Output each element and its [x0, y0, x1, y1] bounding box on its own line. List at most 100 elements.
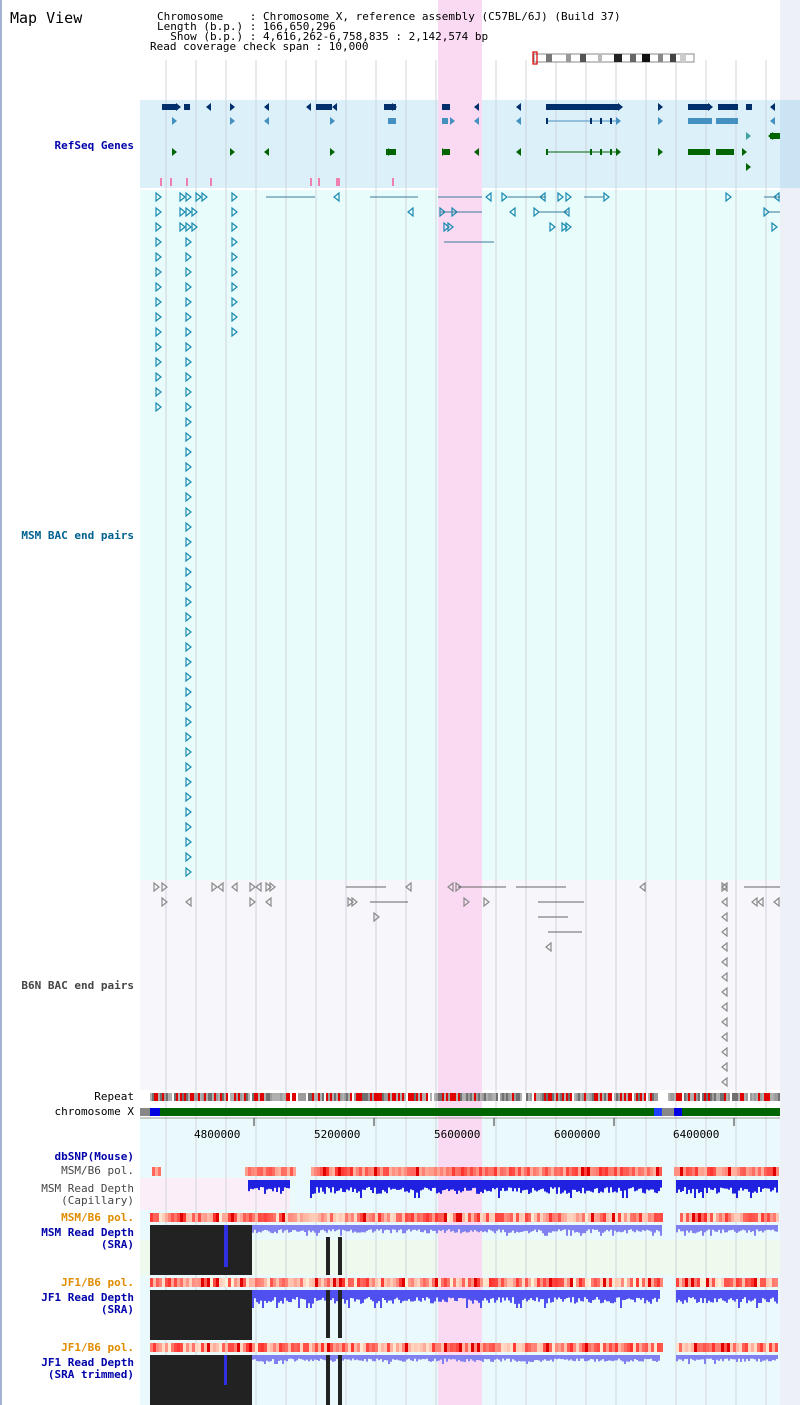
repeat-mark	[228, 1093, 230, 1101]
read-depth-bar	[610, 1180, 612, 1188]
polymorphism-mark	[390, 1343, 393, 1352]
repeat-mark	[736, 1093, 738, 1101]
read-depth-bar	[380, 1355, 382, 1360]
read-depth-bar	[224, 1355, 227, 1385]
polymorphism-mark	[288, 1213, 291, 1222]
polymorphism-mark	[312, 1213, 315, 1222]
msm-bac-end	[185, 311, 192, 323]
polymorphism-mark	[731, 1213, 734, 1222]
read-depth-bar	[338, 1225, 340, 1230]
read-depth-bar	[388, 1180, 390, 1188]
polymorphism-mark	[204, 1343, 207, 1352]
read-depth-bar	[298, 1355, 300, 1359]
polymorphism-mark	[609, 1278, 612, 1287]
polymorphism-mark	[435, 1278, 438, 1287]
read-depth-bar	[266, 1355, 268, 1361]
read-depth-bar	[548, 1290, 550, 1299]
read-depth-bar	[594, 1355, 596, 1362]
b6n-bac-end	[265, 881, 272, 893]
repeat-mark	[482, 1093, 484, 1101]
read-depth-bar	[656, 1290, 658, 1302]
read-depth-bar	[410, 1225, 412, 1232]
read-depth-bar	[540, 1225, 542, 1231]
read-depth-bar	[512, 1290, 514, 1298]
polymorphism-mark	[751, 1278, 754, 1287]
refseq-track-label[interactable]: RefSeq Genes	[54, 139, 134, 152]
read-depth-bar	[548, 1225, 550, 1233]
dbsnp-track-label[interactable]: dbSNP(Mouse)	[54, 1150, 134, 1163]
read-depth-bar	[474, 1290, 476, 1300]
polymorphism-mark	[657, 1213, 660, 1222]
read-depth-bar	[772, 1290, 774, 1298]
msm-bac-end	[155, 311, 162, 323]
msm-bac-end	[185, 431, 192, 443]
read-depth-bar	[374, 1355, 376, 1362]
polymorphism-mark	[685, 1343, 688, 1352]
polymorphism-mark	[309, 1343, 312, 1352]
read-depth-bar	[476, 1225, 478, 1232]
refseq-gene-strand	[658, 148, 663, 156]
msm-bac-end	[563, 206, 570, 218]
polymorphism-mark	[500, 1167, 503, 1176]
msm-bac-end	[561, 221, 568, 233]
read-depth-bar	[336, 1355, 338, 1359]
read-depth-bar	[536, 1355, 538, 1360]
read-depth-bar	[530, 1180, 532, 1193]
polymorphism-mark	[342, 1278, 345, 1287]
polymorphism-mark	[633, 1278, 636, 1287]
read-depth-bar	[414, 1355, 416, 1359]
polymorphism-mark	[464, 1167, 467, 1176]
read-depth-bar	[358, 1180, 360, 1192]
read-depth-bar	[318, 1290, 320, 1301]
polymorphism-mark	[576, 1343, 579, 1352]
polymorphism-mark	[564, 1213, 567, 1222]
read-depth-bar	[424, 1180, 426, 1188]
msm-depth-sra-sublabel: (SRA)	[100, 1238, 134, 1251]
read-depth-bar	[484, 1355, 486, 1359]
polymorphism-mark	[567, 1213, 570, 1222]
read-depth-bar	[448, 1225, 450, 1230]
polymorphism-mark	[264, 1213, 267, 1222]
polymorphism-mark	[716, 1167, 719, 1176]
msm-bac-track-label[interactable]: MSM BAC end pairs	[21, 529, 134, 542]
polymorphism-mark	[772, 1343, 775, 1352]
msm-bac-end	[185, 251, 192, 263]
read-depth-bar	[736, 1290, 738, 1299]
polymorphism-mark	[351, 1343, 354, 1352]
read-depth-bar	[712, 1355, 714, 1360]
repeat-mark	[490, 1093, 492, 1101]
read-depth-bar	[434, 1180, 436, 1188]
b6n-bac-track-label[interactable]: B6N BAC end pairs	[21, 979, 134, 992]
repeat-mark	[518, 1093, 520, 1101]
polymorphism-mark	[216, 1213, 219, 1222]
read-depth-bar	[512, 1225, 514, 1231]
polymorphism-mark	[210, 1278, 213, 1287]
read-depth-bar	[686, 1290, 688, 1303]
polymorphism-mark	[612, 1343, 615, 1352]
read-depth-bar	[498, 1180, 500, 1198]
polymorphism-mark	[727, 1278, 730, 1287]
read-depth-bar	[528, 1180, 530, 1194]
polymorphism-mark	[498, 1343, 501, 1352]
repeat-mark	[442, 1093, 444, 1101]
refseq-gene-strand	[330, 117, 335, 125]
read-depth-bar	[550, 1290, 552, 1303]
read-depth-bar	[314, 1355, 316, 1360]
polymorphism-mark	[366, 1213, 369, 1222]
read-depth-bar	[390, 1355, 392, 1362]
msm-bac-end	[185, 266, 192, 278]
polymorphism-mark	[399, 1343, 402, 1352]
read-depth-bar	[694, 1355, 696, 1361]
read-depth-bar	[558, 1180, 560, 1188]
read-depth-bar	[502, 1355, 504, 1359]
polymorphism-mark	[297, 1343, 300, 1352]
polymorphism-mark	[494, 1167, 497, 1176]
read-depth-bar	[758, 1225, 760, 1232]
repeat-mark	[668, 1093, 670, 1101]
read-depth-bar	[538, 1290, 540, 1302]
repeat-mark	[418, 1093, 420, 1101]
polymorphism-mark	[761, 1167, 764, 1176]
polymorphism-mark	[258, 1278, 261, 1287]
b6n-bac-end	[721, 986, 728, 998]
